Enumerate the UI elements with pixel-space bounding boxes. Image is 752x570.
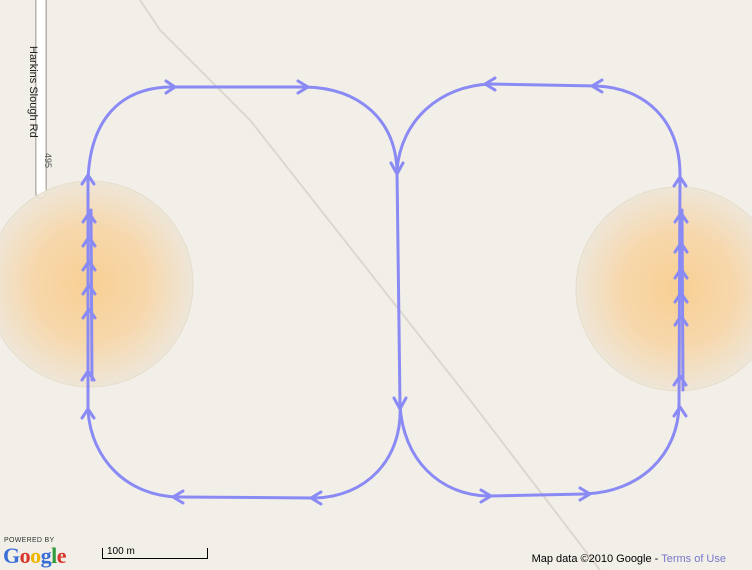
google-logo[interactable]: Google — [3, 543, 67, 569]
map-attribution: Map data ©2010 Google - Terms of Use — [532, 553, 726, 565]
terms-of-use-link[interactable]: Terms of Use — [661, 553, 726, 565]
logo-letter: g — [40, 543, 52, 568]
harkins-slough-road[interactable]: Harkins Slough Rd 495 — [27, 0, 53, 199]
heat-zone-left — [0, 180, 194, 388]
road-shield-label: 495 — [43, 153, 53, 168]
scale-bar: 100 m — [102, 546, 208, 559]
logo-letter: e — [56, 543, 67, 568]
heat-zone-right — [575, 186, 752, 392]
logo-letter: G — [3, 543, 20, 568]
logo-letter: o — [19, 543, 31, 568]
track-line — [139, 0, 601, 570]
logo-letter: o — [30, 543, 41, 568]
logo-letter: l — [51, 543, 57, 568]
map-data-text: Map data ©2010 Google — [531, 553, 652, 565]
scale-label: 100 m — [107, 546, 135, 557]
powered-by-label: POWERED BY — [4, 537, 55, 544]
road-name-label: Harkins Slough Rd — [27, 46, 39, 138]
attribution-separator: - — [651, 553, 662, 565]
route-arrows — [80, 76, 689, 506]
